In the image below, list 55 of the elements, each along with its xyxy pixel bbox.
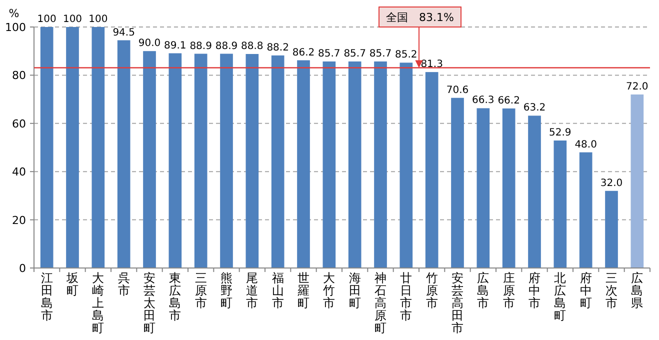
x-tick-label: 呉市 [118, 271, 130, 298]
data-label: 94.5 [112, 27, 135, 38]
data-label: 52.9 [549, 128, 572, 139]
x-tick-label: 府中町 [580, 271, 592, 310]
data-label: 85.7 [344, 48, 366, 60]
x-tick-label: 福山市 [272, 271, 284, 310]
data-label: 89.1 [164, 40, 186, 52]
x-tick-label: 熊野町 [220, 271, 232, 310]
x-tick-label: 広島市 [477, 271, 490, 310]
x-tick-label: 竹原市 [426, 271, 438, 310]
data-label: 100 [37, 14, 56, 25]
data-label: 66.2 [498, 95, 520, 106]
x-tick-label: 大竹市 [323, 271, 336, 310]
data-label: 100 [88, 14, 108, 25]
data-label: 88.9 [190, 40, 212, 52]
x-tick-label: 江田島市 [40, 271, 53, 322]
data-label: 90.0 [138, 38, 161, 50]
data-label: 88.8 [241, 40, 264, 52]
data-label: 70.6 [446, 84, 469, 96]
y-tick-label: 80 [12, 69, 26, 82]
x-tick-label: 安芸太田町 [144, 271, 156, 335]
x-tick-label: 神石高原町 [374, 271, 386, 335]
x-tick-label: 北広島町 [554, 271, 566, 322]
data-label: 85.7 [318, 48, 340, 60]
x-tick-label: 尾道市 [246, 271, 258, 310]
y-axis-title: % [8, 7, 20, 20]
data-label: 100 [62, 14, 82, 25]
x-tick-label: 東広島市 [169, 271, 182, 322]
x-tick-label: 廿日市市 [400, 271, 412, 322]
data-label: 32.0 [600, 178, 623, 189]
x-tick-label: 坂町 [66, 271, 78, 298]
data-label: 85.7 [369, 48, 392, 60]
x-tick-label: 三原市 [194, 271, 207, 310]
y-tick-label: 40 [12, 166, 26, 179]
x-tick-label: 広島県 [631, 271, 644, 310]
x-tick-label: 世羅町 [298, 271, 310, 310]
data-label: 72.0 [626, 81, 648, 92]
y-tick-label: 20 [12, 214, 26, 227]
x-tick-label: 庄原市 [502, 271, 515, 310]
data-label: 86.2 [292, 47, 315, 58]
x-tick-label: 海田町 [348, 271, 361, 310]
data-label: 48.0 [574, 139, 597, 150]
y-tick-label: 60 [12, 117, 26, 130]
x-tick-label: 府中市 [528, 271, 540, 310]
y-tick-label: 100 [5, 21, 26, 34]
data-label: 66.3 [472, 95, 494, 106]
x-tick-label: 安芸高田市 [452, 271, 464, 335]
data-label: 88.9 [215, 40, 238, 52]
y-tick-label: 0 [19, 262, 26, 275]
data-label: 63.2 [523, 102, 546, 114]
data-label: 85.2 [395, 50, 418, 61]
x-tick-label: 三次市 [606, 271, 618, 310]
ref-line-label: 全国 83.1% [386, 11, 454, 24]
x-tick-label: 大崎上島町 [92, 271, 104, 335]
data-label: 88.2 [266, 42, 289, 54]
